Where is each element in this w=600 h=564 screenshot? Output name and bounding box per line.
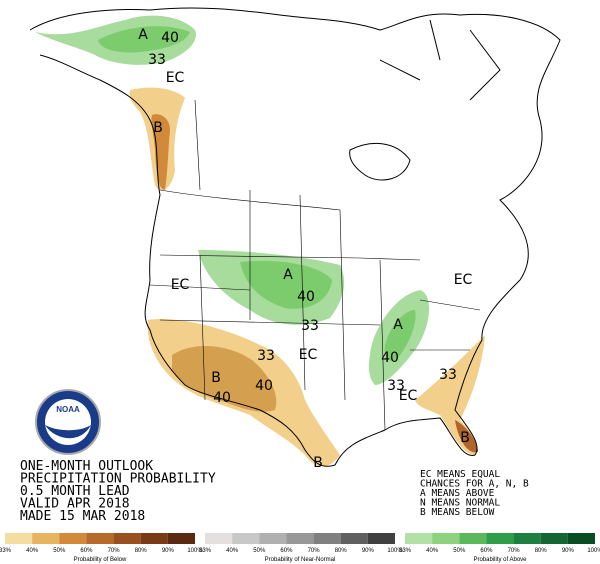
noaa-logo: NOAA bbox=[35, 389, 101, 455]
title-line: VALID APR 2018 bbox=[20, 497, 130, 512]
below-40-florida bbox=[455, 420, 478, 453]
map-label: 40 bbox=[213, 390, 231, 406]
legend-swatch bbox=[232, 533, 260, 544]
legend-tick: 90% bbox=[362, 548, 375, 554]
legend-tick: 33% bbox=[199, 548, 212, 554]
note-line: CHANCES FOR A, N, B bbox=[420, 479, 529, 490]
above-40-plains bbox=[240, 260, 332, 309]
map-label: 33 bbox=[148, 52, 166, 68]
map-label: B bbox=[153, 120, 163, 136]
title-line: ONE-MONTH OUTLOOK bbox=[20, 459, 153, 474]
legend-swatch bbox=[59, 533, 87, 544]
map-label: A bbox=[283, 267, 293, 283]
logo-wave bbox=[45, 425, 91, 439]
map-label: EC bbox=[299, 347, 318, 363]
map-label: 33 bbox=[439, 367, 457, 383]
legend-tick: 33% bbox=[399, 548, 412, 554]
legend-swatch bbox=[459, 533, 487, 544]
legend-tick: 90% bbox=[562, 548, 575, 554]
map-label: EC bbox=[171, 277, 190, 293]
map-label: 33 bbox=[257, 348, 275, 364]
map-label: B bbox=[211, 370, 221, 386]
note-line: EC MEANS EQUAL bbox=[420, 469, 500, 480]
legend-tick: 50% bbox=[453, 548, 466, 554]
legend-swatch bbox=[113, 533, 141, 544]
legend-swatch bbox=[167, 533, 195, 544]
probability-regions bbox=[35, 15, 485, 467]
legend-tick: 40% bbox=[226, 548, 239, 554]
color-legend: 33% 40% 50% 60% 70% 80% 90% 100% Probability of … bbox=[0, 533, 600, 563]
map-label: 40 bbox=[255, 378, 273, 394]
legend-tick: 100% bbox=[587, 548, 600, 554]
legend-swatch bbox=[432, 533, 460, 544]
legend-swatch bbox=[405, 533, 433, 544]
above-40-alaska bbox=[98, 26, 190, 53]
legend-swatch bbox=[340, 533, 368, 544]
legend-tick: 90% bbox=[162, 548, 175, 554]
below-33-southeast bbox=[415, 335, 485, 455]
below-40-southwest bbox=[172, 345, 277, 412]
legend-tick: 40% bbox=[26, 548, 39, 554]
title-line: MADE 15 MAR 2018 bbox=[20, 509, 145, 524]
legend-swatch bbox=[486, 533, 514, 544]
legend-tick: 80% bbox=[535, 548, 548, 554]
legend-tick: 60% bbox=[280, 548, 293, 554]
legend-swatch bbox=[540, 533, 568, 544]
legend-swatch bbox=[313, 533, 341, 544]
political-boundaries bbox=[149, 99, 481, 431]
legend-tick: 100% bbox=[187, 548, 203, 554]
legend-swatch bbox=[5, 533, 33, 544]
legend-tick: 50% bbox=[53, 548, 66, 554]
legend-swatch bbox=[259, 533, 287, 544]
map-label: A bbox=[393, 317, 403, 333]
legend-caption: Probability of Below bbox=[74, 557, 127, 563]
map-label: B bbox=[313, 455, 323, 471]
legend-swatch bbox=[32, 533, 60, 544]
map-label: 40 bbox=[297, 289, 315, 305]
note-line: B MEANS BELOW bbox=[420, 507, 495, 518]
legend-caption: Probability of Above bbox=[473, 557, 527, 563]
legend-swatch bbox=[140, 533, 168, 544]
logo-text: NOAA bbox=[56, 405, 80, 414]
map-label: 40 bbox=[381, 350, 399, 366]
map-label: 33 bbox=[387, 378, 405, 394]
map-label: EC bbox=[166, 70, 185, 86]
legend-tick: 60% bbox=[80, 548, 93, 554]
map-label: 33 bbox=[301, 318, 319, 334]
legend-tick: 100% bbox=[387, 548, 403, 554]
legend-swatch bbox=[286, 533, 314, 544]
legend-tick: 40% bbox=[426, 548, 439, 554]
note-line: A MEANS ABOVE bbox=[420, 488, 495, 499]
legend-tick: 70% bbox=[308, 548, 321, 554]
map-label: B bbox=[460, 430, 470, 446]
map-label: EC bbox=[399, 388, 418, 404]
legend-tick: 80% bbox=[335, 548, 348, 554]
legend-tick: 80% bbox=[135, 548, 148, 554]
legend-caption: Probability of Near-Normal bbox=[265, 557, 336, 563]
below-40-coast bbox=[151, 114, 170, 190]
title-line: 0.5 MONTH LEAD bbox=[20, 484, 130, 499]
legend-tick: 50% bbox=[253, 548, 266, 554]
map-label: EC bbox=[454, 272, 473, 288]
note-line: N MEANS NORMAL bbox=[420, 498, 500, 509]
map-label: 40 bbox=[161, 30, 179, 46]
legend-tick: 33% bbox=[0, 548, 12, 554]
legend-swatch bbox=[367, 533, 395, 544]
legend-tick: 60% bbox=[480, 548, 493, 554]
legend-swatch bbox=[205, 533, 233, 544]
above-40-east bbox=[384, 310, 416, 361]
legend-swatch bbox=[567, 533, 595, 544]
map-label: A bbox=[138, 27, 148, 43]
legend-tick: 70% bbox=[108, 548, 121, 554]
legend-tick: 70% bbox=[508, 548, 521, 554]
legend-swatch bbox=[513, 533, 541, 544]
title-line: PRECIPITATION PROBABILITY bbox=[20, 472, 216, 487]
coastlines bbox=[29, 7, 561, 467]
legend-swatch bbox=[86, 533, 114, 544]
